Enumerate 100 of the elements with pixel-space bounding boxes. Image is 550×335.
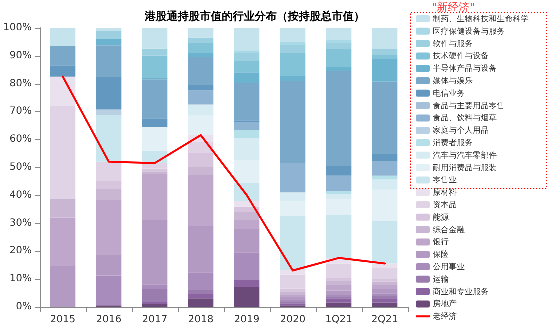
- legend-label: 老经济: [433, 312, 457, 322]
- bar: [188, 85, 214, 91]
- legend-label: 消费者服务: [433, 138, 473, 148]
- bar: [188, 53, 214, 58]
- bar: [234, 160, 260, 184]
- bar: [372, 59, 398, 82]
- legend-label: 食品、饮料与烟草: [433, 114, 497, 123]
- bar: [280, 42, 306, 46]
- bar: [326, 166, 352, 176]
- bar: [280, 274, 306, 289]
- bar: [372, 180, 398, 190]
- bar: [280, 28, 306, 43]
- bar: [188, 90, 214, 105]
- bar: [188, 116, 214, 136]
- bar: [372, 161, 398, 176]
- bar: [234, 122, 260, 130]
- bar: [326, 49, 352, 68]
- bar: [372, 302, 398, 307]
- legend-label: 家庭与个人用品: [433, 126, 489, 136]
- bar: [234, 287, 260, 307]
- bar: [96, 110, 122, 116]
- bar: [188, 290, 214, 294]
- bar: [234, 212, 260, 221]
- bar: [188, 38, 214, 44]
- bar: [280, 53, 306, 76]
- x-tick-label: 2Q21: [372, 314, 398, 326]
- bar: [142, 127, 168, 151]
- bar: [372, 55, 398, 60]
- bar: [326, 67, 352, 72]
- bar: [234, 183, 260, 201]
- legend-label: 零售业: [433, 176, 457, 185]
- bar: [326, 281, 352, 286]
- bar: [234, 252, 260, 280]
- bar: [234, 72, 260, 84]
- legend-label: 房地产: [433, 300, 457, 309]
- x-tick-label: 1Q21: [326, 314, 352, 326]
- legend-label: 保险: [433, 250, 449, 260]
- bar: [234, 53, 260, 62]
- bar: [372, 264, 398, 268]
- x-tick-label: 2019: [234, 314, 260, 326]
- bar: [234, 28, 260, 51]
- legend-label: 汽车与汽车零部件: [433, 150, 497, 160]
- bar: [96, 115, 122, 162]
- bar: [280, 45, 306, 54]
- bar: [96, 255, 122, 276]
- bar: [188, 168, 214, 176]
- bar: [234, 83, 260, 121]
- bar: [142, 174, 168, 221]
- y-tick-label: 80%: [10, 78, 32, 90]
- y-tick-label: 100%: [3, 22, 32, 34]
- bar: [280, 163, 306, 193]
- bar: [372, 289, 398, 294]
- bar: [96, 77, 122, 110]
- bar: [96, 276, 122, 306]
- bar: [326, 264, 352, 278]
- bar: [372, 82, 398, 154]
- bar: [372, 299, 398, 303]
- bar: [372, 28, 398, 50]
- x-tick-label: 2018: [188, 314, 214, 326]
- y-tick-label: 70%: [10, 106, 32, 118]
- bar: [50, 218, 76, 267]
- y-tick-label: 30%: [10, 218, 32, 229]
- bar: [372, 154, 398, 162]
- y-tick-label: 40%: [10, 190, 32, 201]
- legend-label: 商业和专业服务: [433, 287, 489, 296]
- bar: [326, 28, 352, 41]
- legend-label: 软件与服务: [433, 39, 473, 48]
- text: "新经济": [432, 1, 476, 14]
- bar: [326, 191, 352, 195]
- legend-label: 耐用消费品与服装: [433, 163, 497, 172]
- legend-label: 综合金融: [433, 225, 465, 234]
- bar: [142, 220, 168, 285]
- legend-label: 技术硬件与设备: [432, 52, 489, 61]
- bar: [280, 216, 306, 270]
- legend-label: 银行: [432, 238, 449, 247]
- bar: [50, 46, 76, 66]
- bar: [50, 76, 76, 106]
- bar: [142, 284, 168, 290]
- bar: [326, 43, 352, 50]
- legend-label: 原材料: [433, 188, 457, 198]
- bar: [142, 163, 168, 169]
- y-tick-label: 60%: [10, 134, 32, 146]
- bar: [142, 56, 168, 78]
- bar: [280, 202, 306, 216]
- bar: [234, 138, 260, 161]
- legend-label: 制药、生物科技和生命科学: [433, 14, 529, 24]
- bar: [50, 28, 76, 46]
- x-tick-label: 2015: [50, 314, 76, 326]
- legend-label: 医疗保健设备与服务: [433, 26, 505, 36]
- y-tick-label: 90%: [10, 50, 32, 62]
- bar: [96, 28, 122, 32]
- bar: [280, 192, 306, 202]
- bar: [96, 46, 122, 78]
- bar: [372, 268, 398, 280]
- legend-label: 半导体产品与设备: [433, 64, 497, 74]
- y-tick-label: 10%: [10, 274, 32, 285]
- bar: [372, 285, 398, 290]
- bar: [96, 39, 122, 46]
- bar: [96, 162, 122, 181]
- bar: [188, 175, 214, 226]
